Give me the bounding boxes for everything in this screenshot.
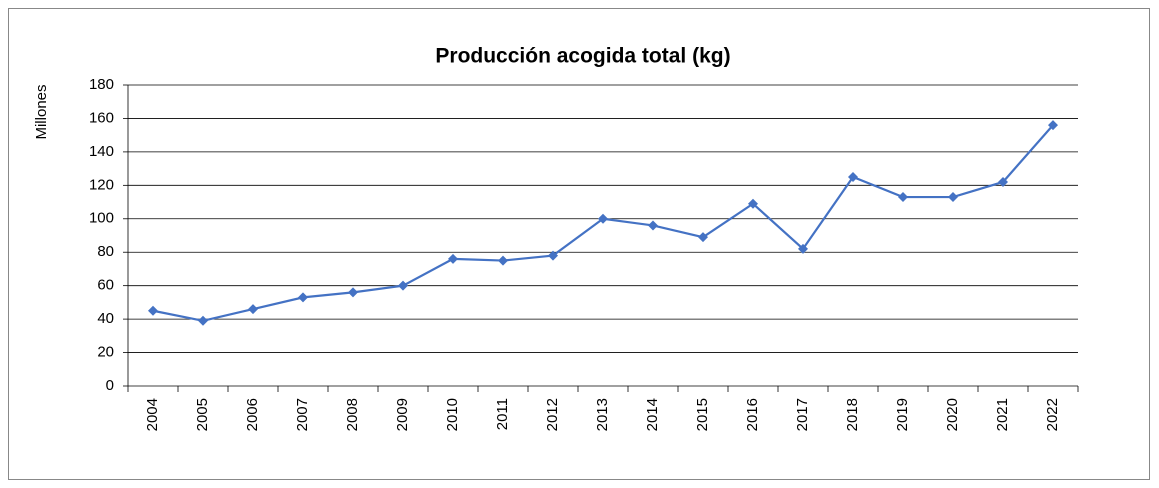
x-tick-label: 2016 bbox=[744, 398, 761, 431]
x-tick-label: 2010 bbox=[444, 398, 461, 431]
data-marker bbox=[298, 292, 308, 303]
data-marker bbox=[948, 192, 958, 203]
x-tick-label: 2009 bbox=[394, 398, 411, 431]
x-tick-label: 2004 bbox=[144, 398, 161, 431]
x-tick-label: 2012 bbox=[544, 398, 561, 431]
x-tick-label: 2020 bbox=[944, 398, 961, 431]
data-marker bbox=[998, 176, 1008, 187]
x-tick-label: 2021 bbox=[994, 398, 1011, 431]
chart-border bbox=[8, 8, 1150, 480]
data-marker bbox=[148, 305, 158, 316]
x-tick-label: 2022 bbox=[1044, 398, 1061, 431]
x-tick-label: 2018 bbox=[844, 398, 861, 431]
data-marker bbox=[748, 198, 758, 209]
data-marker bbox=[798, 243, 808, 254]
x-tick-label: 2017 bbox=[794, 398, 811, 431]
y-tick-label: 80 bbox=[97, 243, 114, 260]
y-tick-label: 180 bbox=[89, 76, 114, 93]
x-tick-label: 2006 bbox=[244, 398, 261, 431]
y-tick-label: 100 bbox=[89, 210, 114, 227]
y-tick-label: 140 bbox=[89, 143, 114, 160]
y-tick-label: 160 bbox=[89, 109, 114, 126]
data-marker bbox=[898, 192, 908, 203]
y-tick-label: 60 bbox=[97, 277, 114, 294]
x-tick-label: 2011 bbox=[494, 398, 511, 430]
data-marker bbox=[648, 220, 658, 231]
data-marker bbox=[698, 232, 708, 243]
data-marker bbox=[348, 287, 358, 298]
y-tick-label: 20 bbox=[97, 344, 114, 361]
x-tick-label: 2019 bbox=[894, 398, 911, 431]
y-tick-label: 40 bbox=[97, 310, 114, 327]
y-tick-label: 120 bbox=[89, 176, 114, 193]
x-tick-label: 2014 bbox=[644, 398, 661, 431]
chart-title: Producción acogida total (kg) bbox=[435, 45, 730, 68]
x-tick-label: 2008 bbox=[344, 398, 361, 431]
y-axis-label: Millones bbox=[33, 84, 50, 139]
x-tick-label: 2013 bbox=[594, 398, 611, 431]
y-tick-label: 0 bbox=[106, 377, 114, 394]
data-marker bbox=[598, 213, 608, 224]
data-marker bbox=[1048, 120, 1058, 131]
x-tick-label: 2007 bbox=[294, 398, 311, 431]
data-marker bbox=[448, 253, 458, 264]
x-tick-label: 2015 bbox=[694, 398, 711, 431]
data-marker bbox=[198, 315, 208, 326]
data-marker bbox=[248, 304, 258, 315]
x-tick-label: 2005 bbox=[194, 398, 211, 431]
data-marker bbox=[548, 250, 558, 261]
data-marker bbox=[498, 255, 508, 266]
data-marker bbox=[848, 171, 858, 182]
data-marker bbox=[398, 280, 408, 291]
